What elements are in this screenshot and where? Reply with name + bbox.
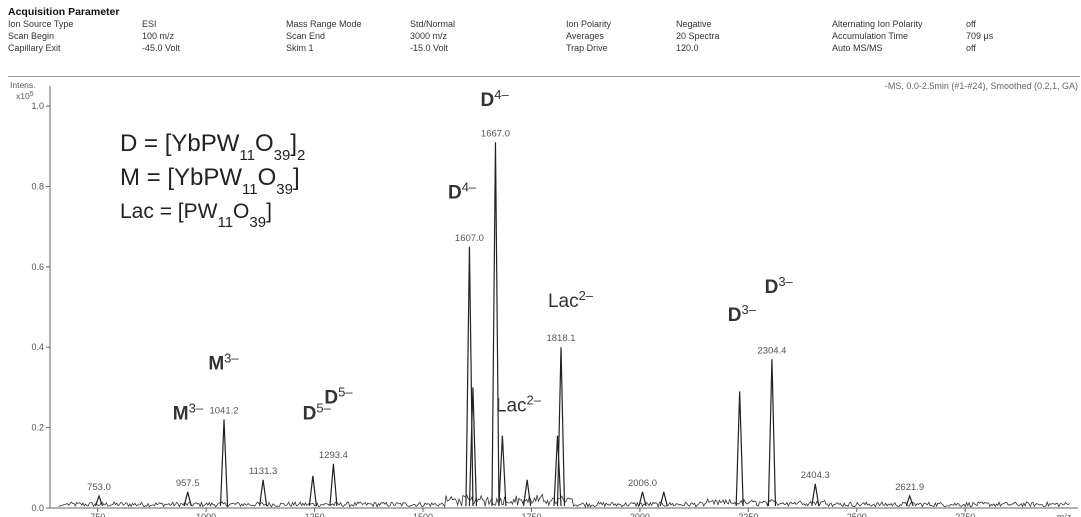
param-value: 709 µs	[966, 31, 994, 41]
peak-mark	[468, 387, 478, 507]
ion-annotation: D3–	[728, 302, 757, 327]
peak-mark	[556, 347, 566, 507]
y-tick-label: 0.2	[31, 423, 44, 433]
param-value: 100 m/z	[142, 31, 175, 41]
peak-mark	[553, 435, 562, 507]
x-tick-label: 2000	[630, 512, 650, 517]
param-label: Capillary Exit	[8, 43, 61, 53]
peak-mark	[308, 475, 317, 507]
y-tick-label: 0.0	[31, 503, 44, 513]
formula-definition: M = [YbPW11O39]	[120, 164, 300, 198]
ion-annotation: D5–	[303, 400, 332, 425]
ion-annotation: M3–	[173, 400, 204, 425]
peak-label: 2304.4	[757, 345, 786, 356]
ion-annotation: D4–	[480, 87, 509, 112]
peak-mark	[465, 246, 474, 506]
param-label: Ion Source Type	[8, 19, 74, 29]
peak-mark	[659, 491, 668, 507]
param-label: Skim 1	[286, 43, 314, 53]
x-tick-label: 1000	[196, 512, 216, 517]
peak-label: 2621.9	[895, 482, 924, 493]
peak-label: 1667.0	[481, 128, 510, 139]
peak-label: 1818.1	[546, 333, 575, 344]
spectrum-title: -MS, 0.0-2.5min (#1-#24), Smoothed (0.2,…	[885, 81, 1078, 91]
param-label: Auto MS/MS	[832, 43, 883, 53]
peak-label: 753.0	[87, 482, 111, 493]
peak-mark	[811, 483, 820, 507]
param-label: Scan End	[286, 31, 326, 41]
param-value: -15.0 Volt	[410, 43, 449, 53]
peak-mark	[94, 494, 104, 507]
x-tick-label: 1750	[521, 512, 541, 517]
param-value: off	[966, 43, 976, 53]
peak-mark	[523, 479, 532, 507]
param-value: off	[966, 19, 976, 29]
peak-label: 2006.0	[628, 478, 657, 489]
peak-mark	[259, 479, 268, 507]
mass-spectrum-chart: 0.0 0.2 0.4 0.6 0.8 1.0 750 1000 1250 1500 1750 200…	[10, 80, 1078, 517]
ion-annotation: Lac2–	[496, 392, 542, 417]
peak-mark	[638, 491, 647, 507]
formula-definition: D = [YbPW11O39]2	[120, 130, 305, 164]
peak-mark	[491, 142, 500, 506]
y-axis-label: Intens.	[10, 80, 36, 90]
x-axis-label: m/z	[1057, 512, 1072, 517]
peak-label: 1131.3	[249, 466, 277, 477]
ion-annotation: D5–	[324, 384, 353, 409]
param-label: Trap Drive	[566, 43, 608, 53]
x-tick-label: 2500	[847, 512, 867, 517]
peak-mark	[735, 391, 744, 507]
param-label: Scan Begin	[8, 31, 55, 41]
peak-label: 957.5	[176, 478, 200, 489]
peak-mark	[329, 463, 338, 507]
y-tick-label: 0.8	[31, 181, 44, 191]
x-tick-label: 750	[90, 512, 105, 517]
peak-mark	[767, 359, 777, 507]
x-tick-label: 1250	[305, 512, 325, 517]
acquisition-parameter-panel: Acquisition Parameter Ion Source Type ESI…	[0, 0, 1081, 80]
ion-annotation: M3–	[208, 350, 239, 375]
param-label: Ion Polarity	[566, 19, 612, 29]
peak-label: 1293.4	[319, 450, 348, 461]
peak-label: 2404.3	[801, 470, 830, 481]
x-tick-label: 2250	[738, 512, 758, 517]
peak-mark	[219, 419, 229, 507]
ion-annotation: D3–	[765, 273, 794, 298]
peak-mark	[905, 494, 914, 507]
param-label: Alternating Ion Polarity	[832, 19, 923, 29]
header-separator	[8, 76, 1080, 77]
param-label: Mass Range Mode	[286, 19, 362, 29]
param-value: Std/Normal	[410, 19, 456, 29]
y-tick-label: 1.0	[31, 101, 44, 111]
peak-label: 1041.2	[209, 406, 238, 417]
formula-definition: Lac = [PW11O39]	[120, 200, 272, 231]
param-value: 3000 m/z	[410, 31, 448, 41]
param-value: 120.0	[676, 43, 699, 53]
peak-mark	[183, 491, 192, 507]
y-axis-multiplier: x105	[16, 91, 34, 102]
param-label: Accumulation Time	[832, 31, 909, 41]
y-tick-label: 0.4	[31, 342, 44, 352]
acquisition-parameter-title: Acquisition Parameter	[8, 6, 120, 18]
ion-annotation: D4–	[448, 179, 477, 204]
param-label: Averages	[566, 31, 604, 41]
baseline-trace	[58, 493, 1070, 508]
y-tick-label: 0.6	[31, 262, 44, 272]
param-value: 20 Spectra	[676, 31, 720, 41]
ion-annotation: Lac2–	[548, 288, 594, 313]
x-tick-label: 2750	[955, 512, 975, 517]
param-value: -45.0 Volt	[142, 43, 181, 53]
peak-mark	[498, 435, 507, 507]
x-tick-label: 1500	[413, 512, 433, 517]
param-value: Negative	[676, 19, 712, 29]
peak-label: 1607.0	[455, 233, 484, 244]
param-value: ESI	[142, 19, 157, 29]
